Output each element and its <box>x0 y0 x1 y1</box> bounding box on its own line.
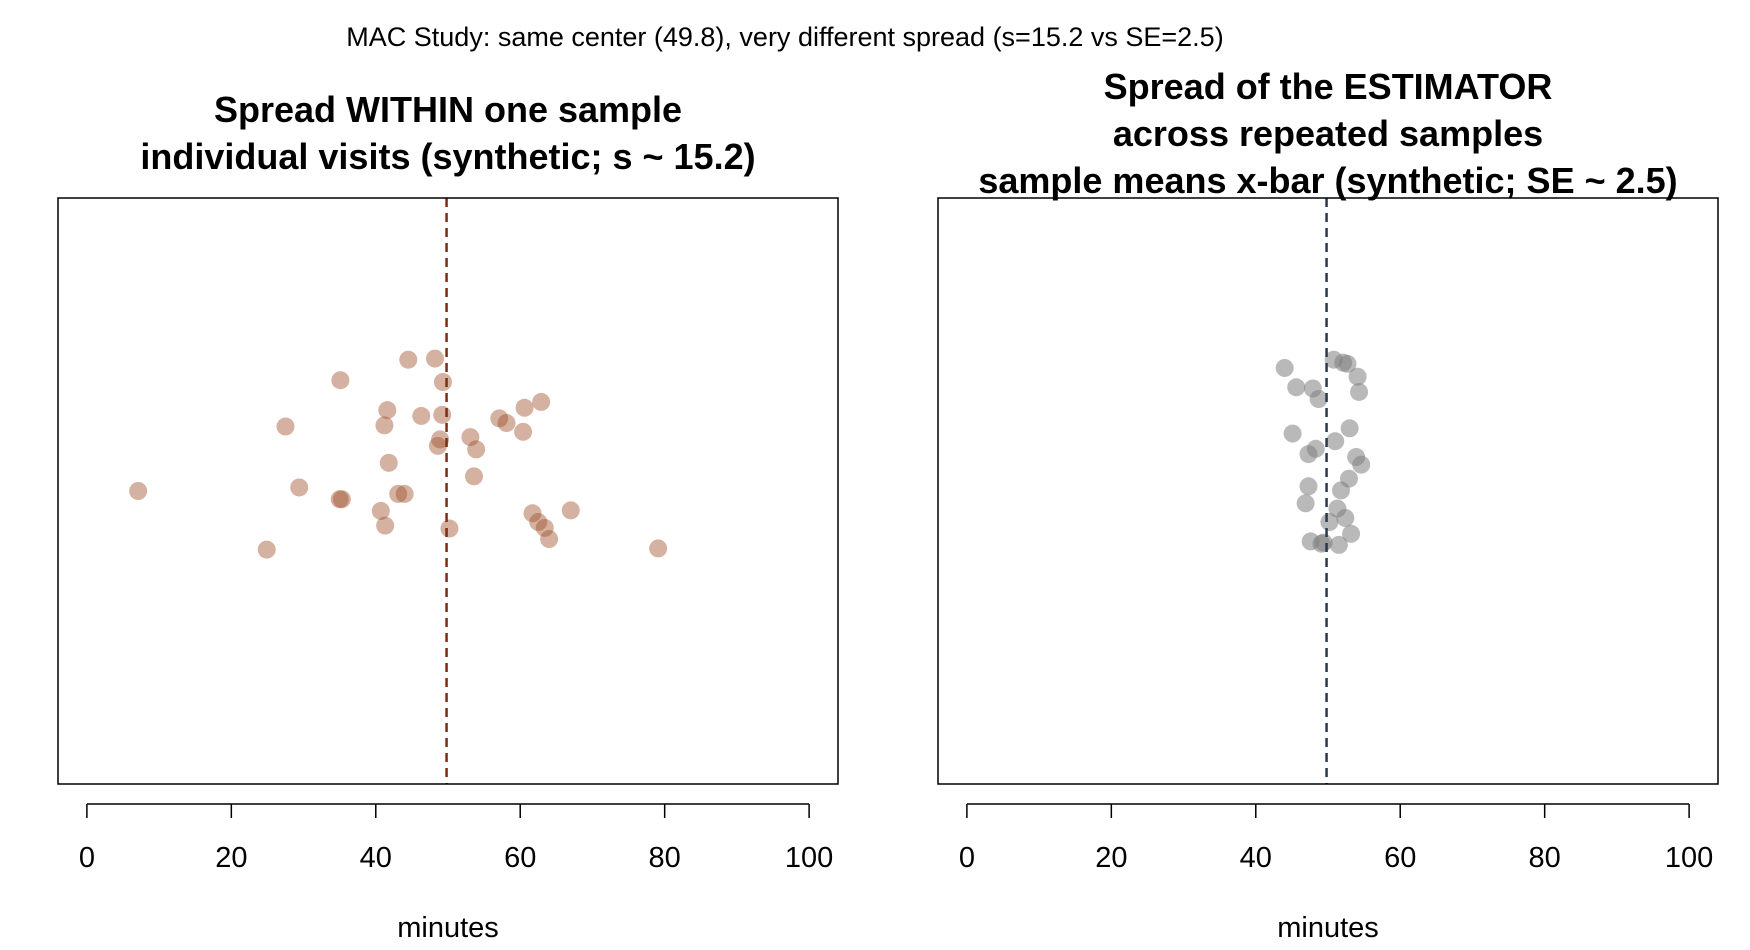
data-point <box>1314 533 1333 552</box>
data-point <box>561 501 580 520</box>
data-point <box>1352 455 1371 474</box>
data-point <box>428 436 447 455</box>
panel-2: Spread of the ESTIMATOR across repeated s… <box>937 66 1719 944</box>
data-point <box>1336 508 1355 527</box>
data-point <box>461 428 480 447</box>
data-point <box>331 371 350 390</box>
x-tick-label: 60 <box>504 842 536 874</box>
data-point <box>1348 367 1367 386</box>
data-point <box>1329 535 1348 554</box>
panel-title-line: across repeated samples <box>1113 113 1543 154</box>
panel-title-line: individual visits (synthetic; s ~ 15.2) <box>140 136 755 177</box>
data-point <box>129 482 148 500</box>
x-tick-label: 40 <box>360 842 392 874</box>
x-axis-label: minutes <box>397 912 499 944</box>
data-point <box>257 540 276 559</box>
data-point <box>375 416 394 435</box>
data-point <box>426 349 444 368</box>
data-point <box>395 484 414 503</box>
x-axis-label: minutes <box>1277 912 1379 944</box>
panel-title-line: Spread of the ESTIMATOR <box>1104 66 1553 107</box>
data-point <box>1306 439 1325 458</box>
data-point <box>540 530 559 549</box>
data-point <box>412 406 431 425</box>
figure-suptitle: MAC Study: same center (49.8), very diff… <box>346 22 1224 52</box>
data-point <box>465 467 483 486</box>
data-point <box>371 501 390 520</box>
data-point <box>379 453 398 472</box>
data-point <box>1309 389 1328 408</box>
x-tick-label: 40 <box>1240 842 1272 874</box>
data-point <box>1320 513 1339 532</box>
data-point <box>529 513 548 532</box>
data-point <box>1299 477 1318 496</box>
data-point <box>1339 469 1358 488</box>
x-tick-label: 60 <box>1384 842 1416 874</box>
data-point <box>433 405 452 424</box>
data-point <box>523 504 542 523</box>
x-tick-label: 20 <box>1095 842 1127 874</box>
data-point <box>497 414 516 433</box>
data-point <box>1287 378 1306 397</box>
x-tick-label: 80 <box>1529 842 1561 874</box>
x-tick-label: 100 <box>785 842 833 874</box>
data-point <box>1296 494 1315 513</box>
data-point <box>330 490 349 509</box>
data-point <box>1340 419 1359 438</box>
data-point <box>440 519 459 538</box>
data-point <box>389 484 408 503</box>
data-point <box>1275 358 1294 377</box>
data-point <box>378 401 397 420</box>
x-tick-label: 100 <box>1665 842 1713 874</box>
data-point <box>467 440 486 459</box>
data-point <box>1350 382 1369 401</box>
data-point <box>376 516 395 535</box>
data-point <box>1338 354 1357 373</box>
data-point <box>399 350 418 369</box>
x-tick-label: 0 <box>959 842 975 874</box>
data-point <box>649 539 668 558</box>
plot-frame <box>57 197 839 785</box>
plot-frame <box>937 197 1719 785</box>
data-point <box>433 373 452 392</box>
data-point <box>1283 424 1302 443</box>
x-tick-label: 20 <box>215 842 247 874</box>
data-point <box>1342 524 1361 543</box>
data-point <box>515 398 534 417</box>
data-point <box>490 409 509 428</box>
panel-title-line: Spread WITHIN one sample <box>214 89 682 130</box>
data-point <box>514 422 533 441</box>
panel-1: Spread WITHIN one sample individual visit… <box>57 89 839 944</box>
data-point <box>532 392 551 411</box>
data-point <box>332 490 351 509</box>
data-point <box>1326 432 1345 451</box>
panel-title-line: sample means x-bar (synthetic; SE ~ 2.5) <box>978 160 1677 201</box>
data-point <box>431 430 450 449</box>
data-point <box>290 478 309 497</box>
data-point <box>276 417 295 436</box>
x-tick-label: 80 <box>649 842 681 874</box>
x-tick-label: 0 <box>79 842 95 874</box>
data-point <box>535 518 554 537</box>
